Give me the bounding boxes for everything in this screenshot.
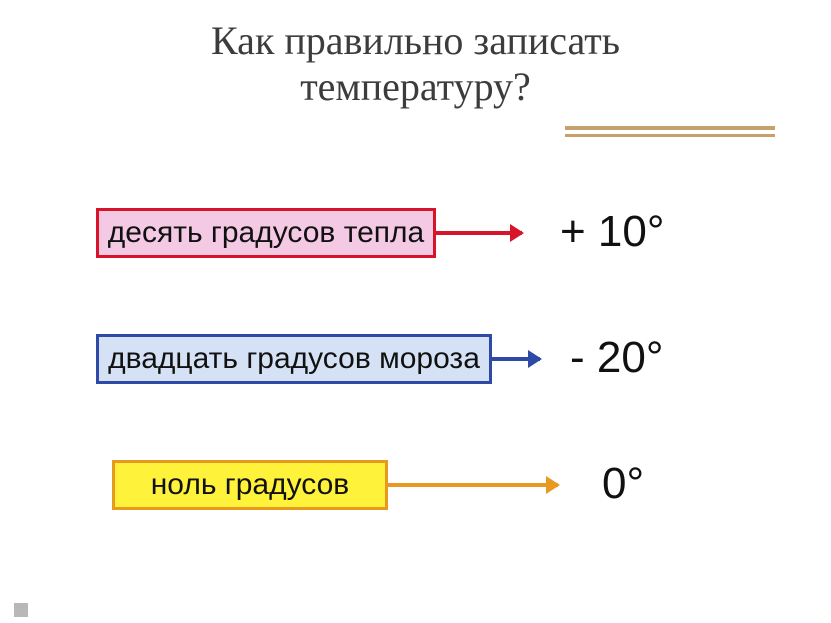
phrase-box-cold: двадцать градусов мороза: [96, 334, 492, 384]
arrow-icon: [436, 231, 522, 235]
accent-bar: [565, 126, 775, 130]
temperature-value-zero: 0°: [602, 459, 644, 509]
temperature-value-cold: - 20°: [570, 333, 663, 383]
phrase-box-warm: десять градусов тепла: [96, 208, 436, 258]
arrow-icon: [492, 357, 540, 361]
phrase-text-warm: десять градусов тепла: [108, 216, 424, 250]
arrowhead-icon: [546, 476, 560, 494]
temperature-value-warm: + 10°: [560, 207, 664, 257]
temperature-row-zero: ноль градусов 0°: [0, 0, 831, 60]
title-line-2: температуру?: [0, 64, 831, 110]
footer-mark: [14, 603, 28, 617]
phrase-text-cold: двадцать градусов мороза: [108, 342, 480, 376]
phrase-text-zero: ноль градусов: [151, 468, 350, 502]
arrowhead-icon: [510, 224, 524, 242]
phrase-box-zero: ноль градусов: [112, 460, 388, 510]
arrowhead-icon: [528, 350, 542, 368]
arrow-icon: [388, 483, 558, 487]
